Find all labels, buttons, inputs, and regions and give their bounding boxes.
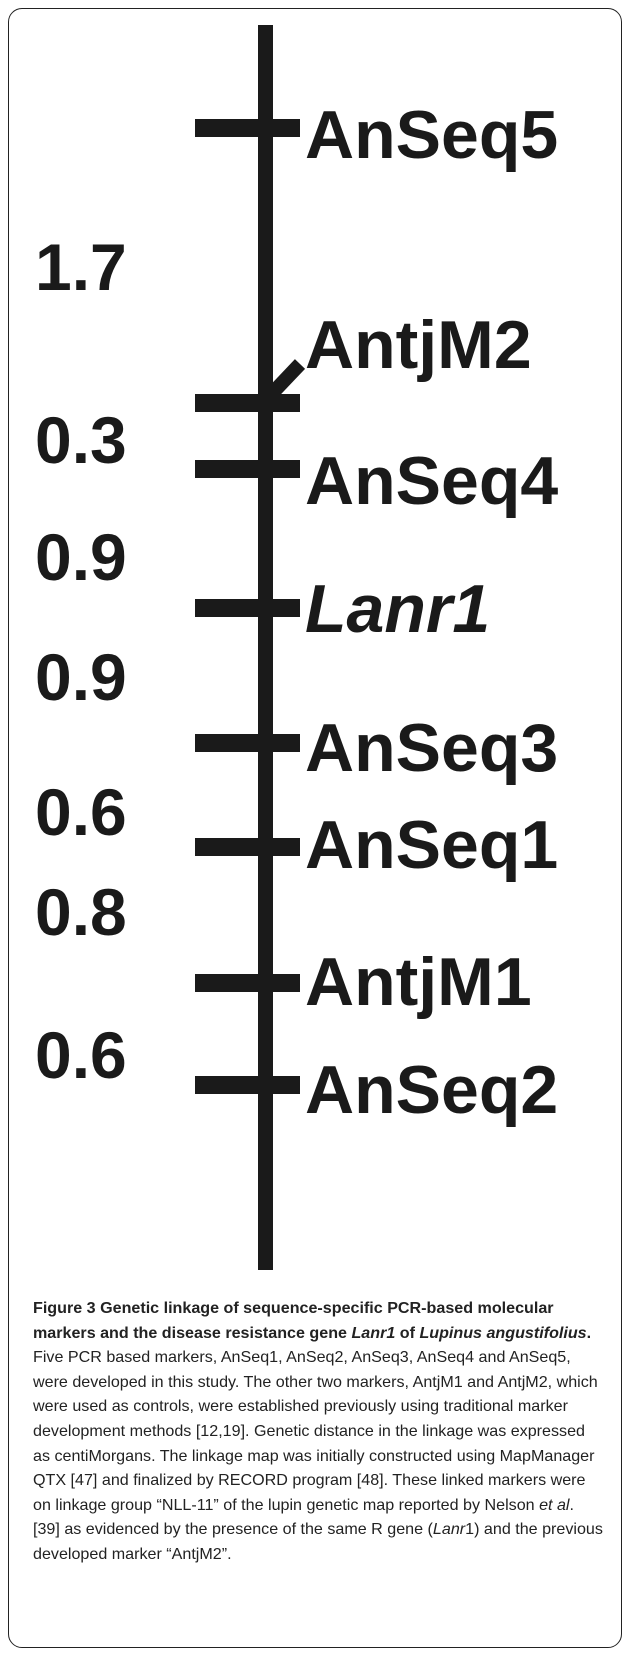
- marker-label-anseq3: AnSeq3: [305, 710, 558, 786]
- distance-label: 1.7: [35, 230, 127, 304]
- figure-frame: [8, 8, 622, 1648]
- caption-body: Five PCR based markers, AnSeq1, AnSeq2, …: [33, 1348, 603, 1563]
- marker-label-antjm2: AntjM2: [305, 307, 532, 383]
- marker-ticks: [195, 119, 306, 1094]
- caption-text-run: 1) and the previous developed marker “An…: [33, 1520, 603, 1563]
- marker-tick-anseq2: [195, 1076, 300, 1094]
- marker-tick-antjm1: [195, 974, 300, 992]
- caption-label: Figure 3: [33, 1299, 96, 1317]
- distance-label: 0.9: [35, 520, 127, 594]
- figure-caption: Figure 3 Genetic linkage of sequence-spe…: [33, 1296, 603, 1567]
- distance-label: 0.6: [35, 1018, 127, 1092]
- marker-label-anseq4: AnSeq4: [305, 443, 558, 519]
- marker-tick-anseq4: [195, 460, 300, 478]
- caption-text-run: Lupinus angustifolius: [419, 1323, 587, 1342]
- caption-text-run: Five PCR based markers, AnSeq1, AnSeq2, …: [33, 1348, 598, 1514]
- caption-title: Figure 3 Genetic linkage of sequence-spe…: [33, 1299, 591, 1342]
- marker-label-lanr1: Lanr1: [305, 571, 490, 647]
- marker-tick-lanr1: [195, 599, 300, 617]
- caption-text-run: of: [395, 1323, 420, 1342]
- marker-label-anseq5: AnSeq5: [305, 97, 558, 173]
- distance-label: 0.8: [35, 875, 127, 949]
- distance-labels: 1.7 0.3 0.9 0.9 0.6 0.8 0.6: [35, 230, 127, 1092]
- linkage-map: AnSeq5 AntjM2 AnSeq4 Lanr1 AnSeq3 AnSeq1 AntjM…: [35, 25, 558, 1270]
- chromosome-axis: [258, 25, 273, 1270]
- marker-labels: AnSeq5 AntjM2 AnSeq4 Lanr1 AnSeq3 AnSeq1 AntjM…: [305, 97, 558, 1128]
- marker-label-antjm1: AntjM1: [305, 944, 532, 1020]
- marker-connector-antjm2: [256, 359, 306, 409]
- marker-tick-anseq1: [195, 838, 300, 856]
- marker-tick-anseq5: [195, 119, 300, 137]
- caption-text-run: . [39] as evidenced by the presence of t…: [33, 1495, 574, 1539]
- caption-text-run: et al: [539, 1495, 570, 1514]
- caption-text-run: Lanr1: [351, 1323, 396, 1342]
- marker-tick-antjm2: [195, 394, 300, 412]
- caption-text-run: Genetic linkage of sequence-specific PCR…: [33, 1299, 554, 1342]
- marker-label-anseq1: AnSeq1: [305, 807, 558, 883]
- marker-label-anseq2: AnSeq2: [305, 1052, 558, 1128]
- caption-text-run: .: [586, 1323, 592, 1342]
- distance-label: 0.6: [35, 775, 127, 849]
- marker-tick-anseq3: [195, 734, 300, 752]
- caption-text-run: Lanr: [432, 1520, 466, 1539]
- distance-label: 0.3: [35, 403, 127, 477]
- distance-label: 0.9: [35, 640, 127, 714]
